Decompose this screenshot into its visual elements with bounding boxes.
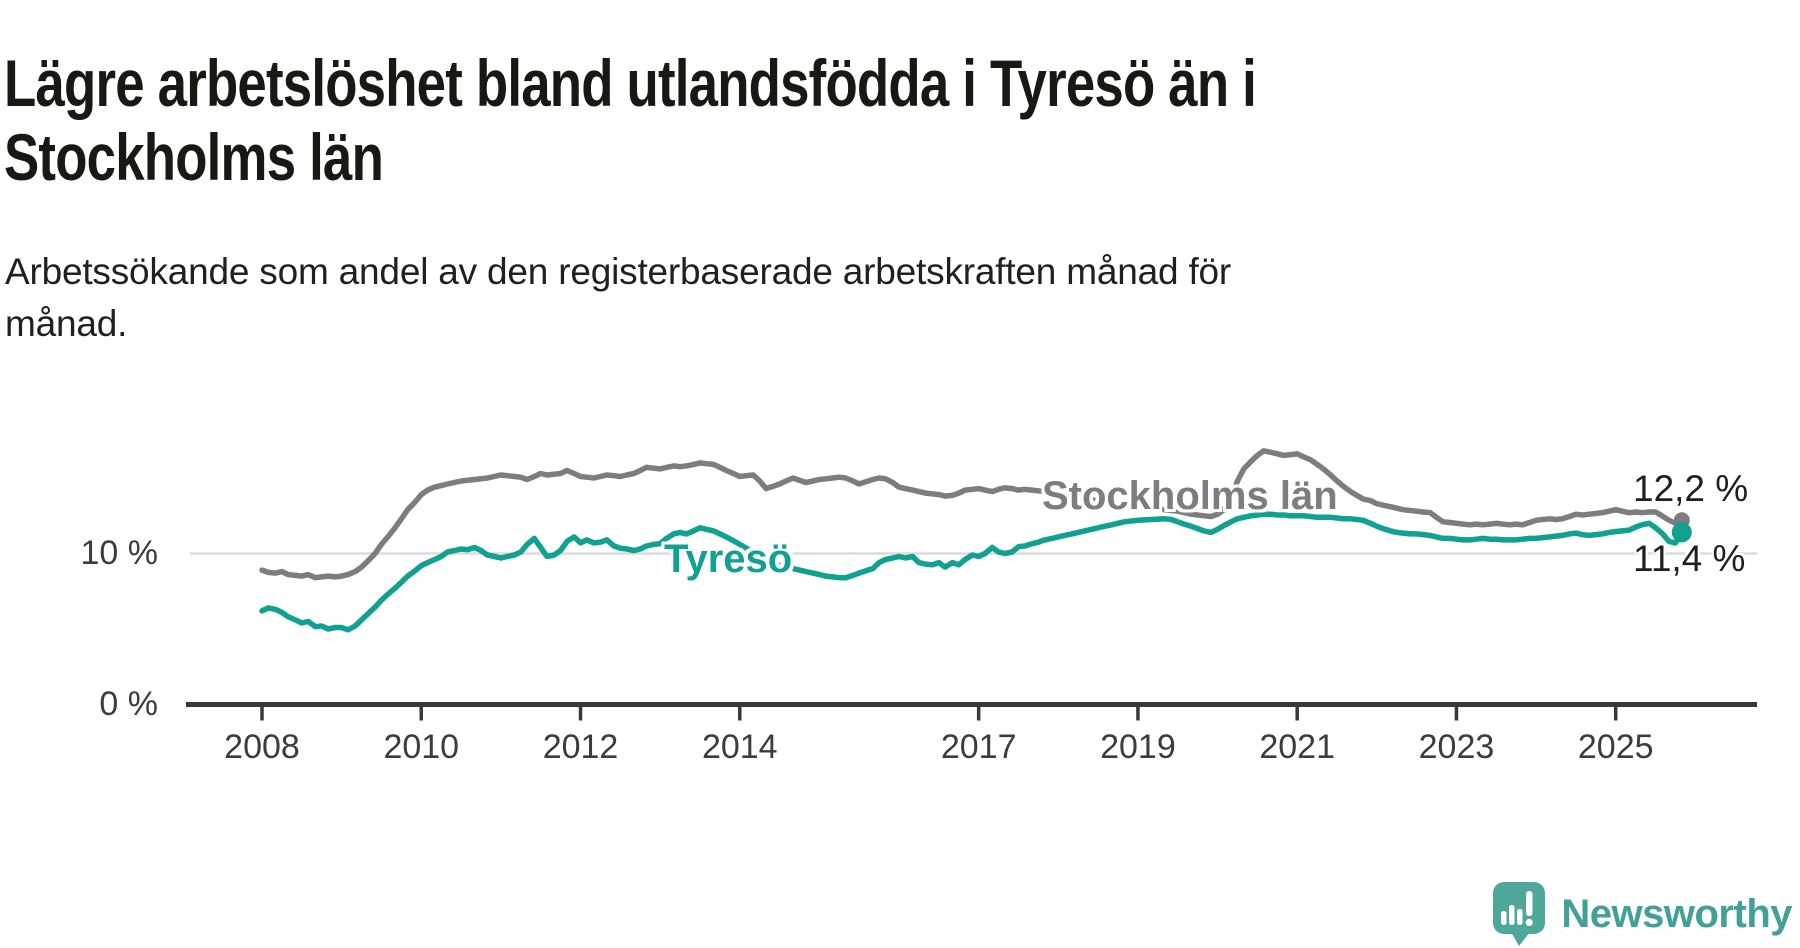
x-axis-label-2012: 2012 — [543, 728, 619, 766]
x-axis-label-2023: 2023 — [1419, 728, 1495, 766]
chart-subtitle: Arbetssökande som andel av den registerb… — [5, 246, 1231, 350]
x-axis-label-2010: 2010 — [383, 728, 459, 766]
newsworthy-bubble-chart-icon — [1493, 882, 1546, 946]
x-axis-label-2025: 2025 — [1578, 728, 1654, 766]
y-axis-label-0: 0 % — [99, 685, 158, 723]
series-label-stockholms-lan: Stockholms län — [1042, 474, 1338, 518]
newsworthy-logo-text: Newsworthy — [1561, 891, 1792, 936]
series-label-tyreso: Tyresö — [664, 537, 793, 581]
x-axis-label-2019: 2019 — [1100, 728, 1176, 766]
chart-subtitle-line1: Arbetssökande som andel av den registerb… — [5, 251, 1232, 292]
y-axis-label-10: 10 % — [80, 534, 159, 572]
endpoint-dot-tyreso — [1671, 522, 1692, 543]
x-axis-label-2017: 2017 — [941, 728, 1017, 766]
page-title: Lägre arbetslöshet bland utlandsfödda i … — [0, 44, 1257, 195]
page-title-line1: Lägre arbetslöshet bland utlandsfödda i … — [4, 46, 1257, 121]
end-value-label-tyreso: 11,4 % — [1633, 538, 1746, 579]
page-title-line2: Stockholms län — [4, 120, 384, 195]
end-value-label-stockholms-lan: 12,2 % — [1633, 468, 1749, 509]
x-axis-label-2008: 2008 — [224, 728, 300, 766]
newsworthy-logo: Newsworthy — [1492, 882, 1792, 946]
x-axis-label-2021: 2021 — [1259, 728, 1335, 766]
series-line-tyreso — [259, 511, 1685, 633]
x-axis-label-2014: 2014 — [702, 728, 778, 766]
series-line-stockholms-lan — [259, 448, 1685, 581]
chart-subtitle-line2: månad. — [5, 303, 128, 344]
